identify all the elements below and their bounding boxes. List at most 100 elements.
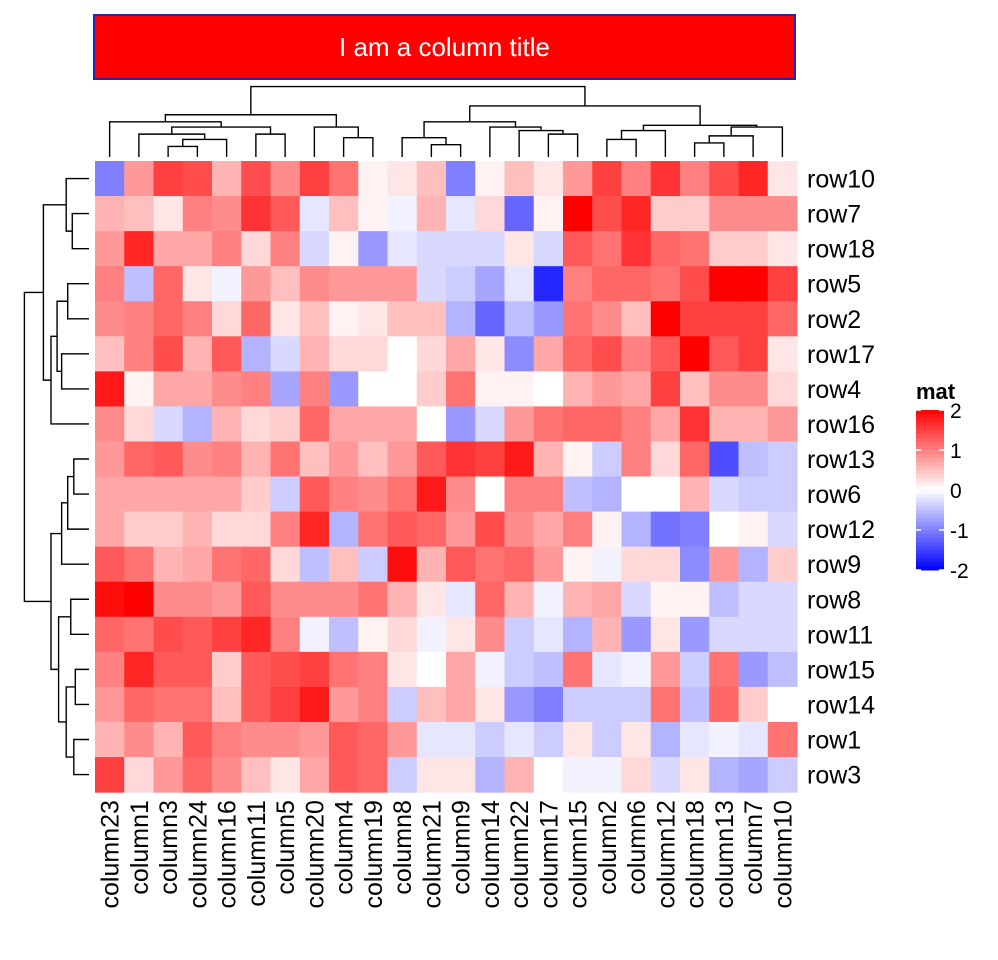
heatmap-cell <box>416 371 447 408</box>
heatmap-cell <box>212 266 242 302</box>
heatmap-cell <box>504 581 535 618</box>
heatmap-cell <box>563 581 593 618</box>
heatmap-cell <box>153 511 184 548</box>
heatmap-cell <box>650 441 681 478</box>
row-label: row18 <box>807 236 875 264</box>
legend-gradient-step <box>916 566 944 571</box>
heatmap-cell <box>709 651 740 688</box>
heatmap-cell <box>533 301 564 337</box>
heatmap-cell <box>592 581 623 618</box>
heatmap-cell <box>270 511 301 548</box>
heatmap-cell <box>650 511 681 548</box>
heatmap-cell <box>212 336 242 372</box>
heatmap-cell <box>299 301 330 337</box>
heatmap-cell <box>767 406 798 443</box>
heatmap-cell <box>592 441 623 478</box>
dendrogram-branch <box>693 142 725 157</box>
heatmap-cell <box>504 231 535 267</box>
heatmap-cell <box>299 336 330 372</box>
column-label: column6 <box>623 800 651 895</box>
heatmap-cell <box>621 371 652 408</box>
heatmap-cell <box>709 757 740 793</box>
heatmap-cell <box>358 336 389 372</box>
heatmap-cell <box>504 511 535 548</box>
heatmap-cell <box>680 196 710 232</box>
heatmap-cell <box>416 757 447 793</box>
heatmap-cell <box>680 651 710 688</box>
heatmap-cell <box>446 266 476 302</box>
heatmap-cell <box>182 476 213 513</box>
legend-gradient-step <box>916 418 944 423</box>
legend-gradient-step <box>916 454 944 459</box>
heatmap-cell <box>504 651 535 688</box>
heatmap-cell <box>709 231 740 267</box>
heatmap-cell <box>387 196 418 232</box>
heatmap-cell <box>241 686 272 723</box>
heatmap-cell <box>95 441 125 478</box>
heatmap-cell <box>153 757 184 793</box>
heatmap-cell <box>299 651 330 688</box>
heatmap-cell <box>329 757 359 793</box>
heatmap-cell <box>270 301 301 337</box>
heatmap-cell <box>299 581 330 618</box>
heatmap-cell <box>153 336 184 372</box>
column-label: column2 <box>594 800 622 895</box>
legend-gradient-step <box>916 550 944 555</box>
legend-gradient-step <box>916 558 944 563</box>
heatmap-cell <box>241 301 272 337</box>
dendrogram-branch <box>401 136 447 157</box>
column-label: column22 <box>506 800 534 908</box>
heatmap-cell <box>475 616 506 653</box>
dendrogram-branch <box>250 85 586 115</box>
heatmap-cell <box>299 721 330 758</box>
heatmap-cell <box>124 406 155 443</box>
heatmap-cell <box>680 581 710 618</box>
heatmap-cell <box>592 371 623 408</box>
heatmap-cell <box>299 546 330 583</box>
heatmap-cell <box>124 441 155 478</box>
heatmap-cell <box>563 476 593 513</box>
heatmap-cell <box>533 371 564 408</box>
heatmap-cell <box>270 757 301 793</box>
heatmap-cell <box>95 476 125 513</box>
heatmap-cell <box>329 196 359 232</box>
dendrogram-branch <box>423 121 517 138</box>
heatmap-cell <box>446 511 476 548</box>
heatmap-cell <box>504 686 535 723</box>
column-title: I am a column title <box>93 14 796 80</box>
heatmap-cell <box>387 651 418 688</box>
heatmap-cell <box>416 266 447 302</box>
heatmap-cell <box>299 371 330 408</box>
heatmap-cell <box>738 196 769 232</box>
heatmap-cell <box>416 161 447 197</box>
heatmap-cell <box>153 651 184 688</box>
heatmap-cell <box>416 476 447 513</box>
heatmap-cell <box>416 196 447 232</box>
column-label: column18 <box>682 800 710 908</box>
heatmap-cell <box>270 476 301 513</box>
heatmap-cell <box>182 757 213 793</box>
column-label: column19 <box>360 800 388 908</box>
legend-gradient-step <box>916 490 944 495</box>
heatmap-cell <box>270 616 301 653</box>
heatmap-cell <box>387 441 418 478</box>
heatmap-cell <box>153 686 184 723</box>
legend-gradient-step <box>916 426 944 431</box>
heatmap-cell <box>95 686 125 723</box>
legend-gradient-step <box>916 554 944 559</box>
heatmap-cell <box>738 757 769 793</box>
heatmap-cell <box>387 581 418 618</box>
heatmap-cell <box>475 546 506 583</box>
column-dendrogram <box>108 85 784 157</box>
heatmap-cell <box>358 231 389 267</box>
dendrogram-branch <box>56 300 68 373</box>
heatmap-cell <box>182 721 213 758</box>
heatmap-cell <box>650 336 681 372</box>
heatmap-cell <box>241 406 272 443</box>
heatmap-cell <box>153 616 184 653</box>
heatmap-cell <box>95 721 125 758</box>
column-label: column9 <box>448 800 476 895</box>
heatmap-cell <box>124 581 155 618</box>
heatmap-cell <box>329 441 359 478</box>
heatmap-cell <box>124 757 155 793</box>
